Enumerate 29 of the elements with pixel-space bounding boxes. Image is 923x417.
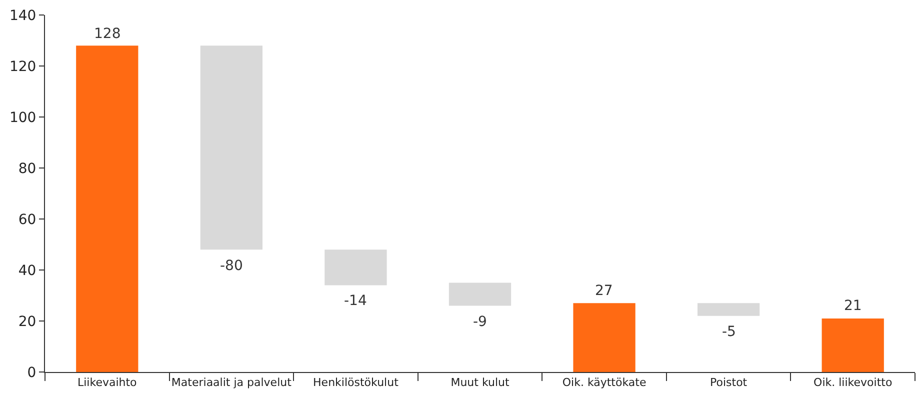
x-tick-label: Liikevaihto — [77, 376, 138, 390]
data-label: 128 — [94, 26, 121, 42]
bar — [200, 46, 262, 250]
y-tick-label: 120 — [9, 58, 36, 75]
x-tick-label: Oik. käyttökate — [562, 376, 646, 390]
bar — [573, 303, 636, 372]
x-tick-label: Henkilöstökulut — [313, 376, 400, 390]
data-label: 27 — [595, 283, 613, 299]
data-label: -9 — [473, 314, 487, 330]
y-tick-label: 100 — [9, 110, 36, 126]
bar — [448, 282, 512, 306]
x-tick-label: Poistot — [710, 376, 748, 390]
data-label: -80 — [220, 258, 243, 274]
y-tick-label: 0 — [27, 364, 36, 381]
bar — [76, 46, 138, 372]
bar — [324, 250, 387, 286]
y-tick-label: 140 — [9, 8, 36, 24]
x-tick-label: Muut kulut — [450, 376, 510, 390]
y-tick-label: 40 — [18, 262, 36, 279]
x-tick-label: Materiaalit ja palvelut — [171, 376, 292, 390]
x-tick-label: Oik. liikevoitto — [814, 376, 892, 390]
bar — [698, 303, 760, 316]
data-label: -5 — [722, 324, 736, 340]
bar — [822, 318, 884, 372]
data-label: 21 — [844, 298, 862, 314]
y-tick-label: 60 — [18, 212, 36, 228]
y-tick-label: 80 — [18, 160, 36, 177]
y-tick-label: 20 — [18, 314, 36, 330]
data-label: -14 — [344, 293, 367, 309]
